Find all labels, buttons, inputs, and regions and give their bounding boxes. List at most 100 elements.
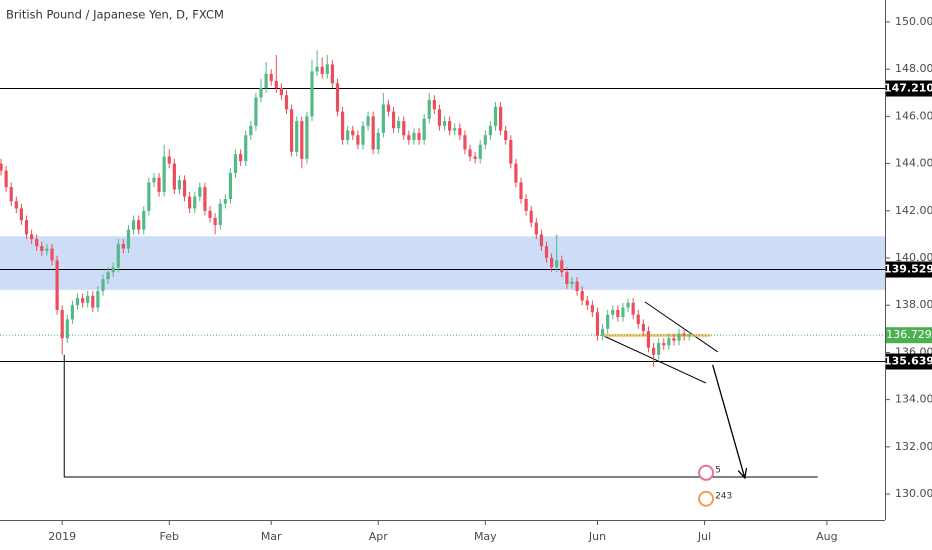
candle-body: [626, 302, 630, 308]
candle-body: [264, 73, 268, 89]
candle-body: [407, 135, 411, 140]
candle-body: [386, 104, 391, 112]
candle-body: [340, 111, 345, 140]
trend-line: [644, 301, 719, 353]
candle-body: [111, 267, 115, 273]
candle-body: [177, 180, 182, 190]
candle-body: [356, 135, 360, 145]
candle-body: [595, 312, 600, 336]
last-price-label-bg: [886, 327, 932, 344]
x-tick-label: Jun: [588, 530, 606, 543]
candle-body: [351, 130, 355, 136]
candle-body: [96, 291, 100, 308]
candle-body: [391, 111, 396, 129]
candle-body: [509, 139, 513, 164]
candle-body: [376, 132, 380, 150]
candle-body: [131, 220, 136, 230]
y-tick-label: 142.000: [895, 204, 932, 217]
candle-body: [24, 220, 29, 235]
candle-body: [488, 125, 493, 136]
candle-body: [40, 246, 44, 251]
y-tick-label: 130.000: [895, 487, 932, 500]
candle-body: [366, 116, 370, 126]
candle-body: [218, 203, 222, 225]
candle-body: [335, 83, 340, 112]
candle-body: [677, 333, 681, 341]
candle-body: [4, 170, 8, 188]
candle-body: [300, 121, 304, 159]
candle-body: [50, 248, 54, 261]
candle-body: [279, 88, 284, 96]
candle-body: [203, 187, 207, 211]
candle-body: [448, 121, 452, 131]
trend-line: [603, 335, 707, 384]
candle-body: [65, 319, 69, 339]
candle-body: [106, 272, 110, 280]
x-tick-label: May: [474, 530, 497, 543]
candle-body: [121, 243, 125, 249]
candle-body: [45, 248, 49, 251]
candle-body: [468, 149, 472, 157]
candle-body: [19, 208, 24, 221]
candle-body: [167, 156, 171, 164]
candle-body: [142, 210, 146, 230]
support-zone: [0, 236, 885, 290]
candle-body: [570, 281, 574, 284]
candle-body: [60, 309, 64, 339]
candle-body: [651, 347, 656, 355]
candle-body: [534, 222, 538, 235]
candle-body: [585, 300, 589, 306]
candle-body: [560, 260, 564, 273]
candle-body: [437, 109, 442, 126]
y-tick-label: 146.000: [895, 109, 932, 122]
candle-body: [371, 116, 375, 150]
candle-body: [198, 187, 202, 197]
candle-body: [228, 173, 233, 199]
level-label-bg: [886, 353, 932, 370]
last-price-label: 136.729: [886, 328, 932, 341]
candle-body: [91, 295, 95, 308]
candle-body: [621, 307, 625, 318]
candle-body: [483, 135, 487, 145]
candle-body: [193, 196, 197, 209]
candle-body: [432, 99, 436, 110]
candle-body: [524, 198, 528, 211]
candle-body: [305, 116, 309, 159]
candle-body: [504, 130, 508, 140]
level-label: 147.210: [884, 82, 932, 95]
candle-body: [0, 163, 3, 171]
candle-body: [427, 99, 431, 119]
candle-body: [213, 217, 217, 225]
candle-body: [269, 73, 273, 81]
candle-body: [116, 243, 120, 268]
candle-body: [162, 156, 166, 192]
candle-body: [473, 156, 477, 159]
candle-body: [86, 295, 90, 303]
candle-body: [499, 106, 503, 131]
chart-title: British Pound / Japanese Yen, D, FXCM: [6, 8, 224, 22]
candle-body: [14, 201, 18, 209]
candle-body: [239, 154, 243, 162]
candle-body: [402, 121, 406, 136]
candle-body: [397, 121, 401, 129]
y-tick-label: 138.000: [895, 298, 932, 311]
x-tick-label: Jul: [697, 530, 711, 543]
candle-body: [616, 309, 620, 318]
candle-body: [687, 335, 691, 337]
x-tick-label: Feb: [160, 530, 179, 543]
y-tick-label: 148.000: [895, 62, 932, 75]
candle-body: [611, 309, 615, 315]
plot-area: 5 243: [0, 50, 885, 507]
candle-body: [233, 154, 238, 174]
level-label-bg: [886, 80, 932, 97]
candle-body: [315, 66, 319, 72]
candle-body: [544, 246, 549, 258]
candle-body: [137, 220, 141, 230]
event-icon: [698, 464, 715, 481]
event-label: 5: [715, 465, 721, 475]
event-icon: [698, 490, 715, 507]
event-label: 243: [715, 491, 732, 501]
candle-body: [284, 95, 289, 110]
candle-body: [35, 239, 39, 247]
